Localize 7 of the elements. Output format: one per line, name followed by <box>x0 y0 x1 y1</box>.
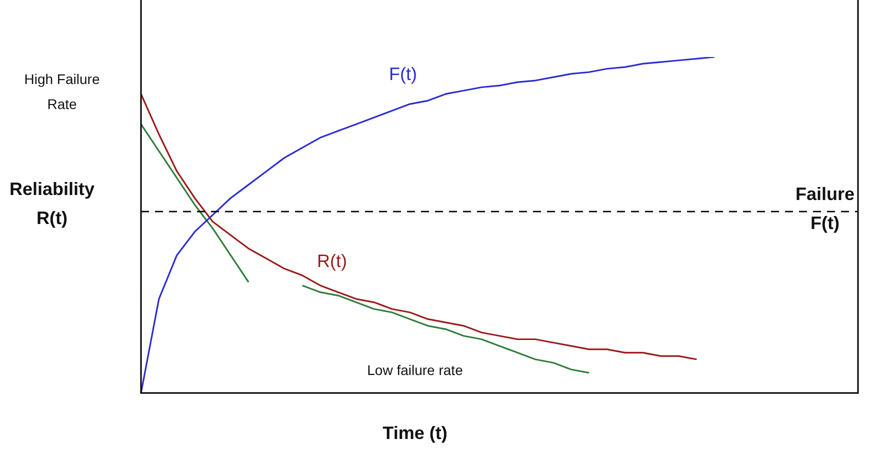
text: High Failure Rate <box>23 70 101 114</box>
y-axis-title: Reliability R(t) <box>8 178 96 230</box>
x-axis-title: Time (t) <box>382 423 448 444</box>
series-label: R(t) <box>317 251 347 271</box>
y2-axis-title: Failure F(t) <box>794 183 856 235</box>
annotation: Low failure rate <box>366 361 464 380</box>
series-label: F(t) <box>389 64 417 84</box>
